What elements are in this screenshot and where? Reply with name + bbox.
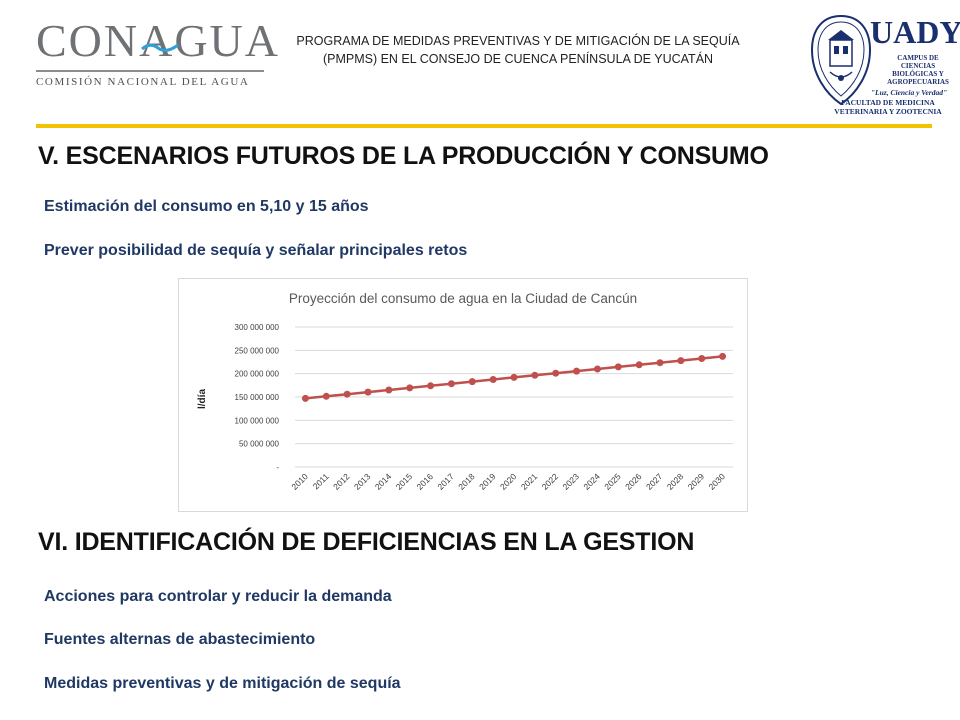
x-tick-label: 2014	[373, 471, 394, 492]
data-point	[698, 355, 706, 362]
faculty-line-1: FACULTAD DE MEDICINA	[841, 98, 935, 107]
chart-canvas: Proyección del consumo de agua en la Ciu…	[197, 291, 733, 492]
section-6-bullet-2: Fuentes alternas de abastecimiento	[44, 631, 316, 648]
section-6-bullet-3: Medidas preventivas y de mitigación de s…	[44, 675, 401, 692]
x-tick-label: 2020	[498, 471, 519, 492]
campus-line-3: BIOLÓGICAS Y	[892, 70, 944, 78]
conagua-subtitle: COMISIÓN NACIONAL DEL AGUA	[36, 76, 250, 88]
program-title-line1: PROGRAMA DE MEDIDAS PREVENTIVAS Y DE MIT…	[296, 34, 740, 48]
uady-faculty-text: FACULTAD DE MEDICINA VETERINARIA Y ZOOTE…	[824, 98, 952, 116]
section-5-bullet-2: Prever posibilidad de sequía y señalar p…	[44, 242, 468, 259]
data-point	[677, 357, 685, 365]
uady-wordmark: UADY	[870, 14, 960, 50]
x-tick-label: 2012	[331, 471, 352, 492]
header-divider	[36, 124, 932, 128]
section-5-heading: V. ESCENARIOS FUTUROS DE LA PRODUCCIÓN Y…	[38, 142, 769, 170]
wave-icon	[141, 43, 179, 52]
chart-title: Proyección del consumo de agua en la Ciu…	[289, 291, 637, 306]
data-point	[322, 392, 330, 400]
data-point	[531, 371, 539, 379]
data-point	[614, 363, 622, 371]
data-point	[447, 380, 455, 388]
x-tick-label: 2027	[644, 471, 665, 492]
x-tick-label: 2030	[707, 471, 728, 492]
data-point	[593, 365, 601, 373]
y-tick-label: 200 000 000	[235, 370, 280, 379]
data-point	[573, 367, 581, 375]
uady-logo: UADY CAMPUS DE CIENCIAS BIOLÓGICAS Y AGR…	[808, 12, 960, 122]
campus-line-4: AGROPECUARIAS	[887, 78, 949, 86]
data-point	[656, 359, 664, 367]
logo-divider	[36, 70, 264, 72]
y-tick-label: -	[276, 463, 279, 472]
data-point	[552, 369, 560, 377]
chart-gridlines	[295, 326, 733, 468]
x-tick-label: 2029	[686, 471, 707, 492]
section-5-bullet-1: Estimación del consumo en 5,10 y 15 años	[44, 198, 369, 215]
x-tick-label: 2018	[456, 471, 477, 492]
data-point	[385, 386, 393, 394]
section-6-bullet-1: Acciones para controlar y reducir la dem…	[44, 588, 392, 605]
conagua-wordmark: CONAGUA	[36, 15, 280, 66]
conagua-logo: CONAGUA COMISIÓN NACIONAL DEL AGUA	[36, 18, 278, 88]
program-title-line2: (PMPMS) EN EL CONSEJO DE CUENCA PENÍNSUL…	[322, 52, 714, 66]
campus-line-1: CAMPUS DE	[897, 54, 939, 62]
data-point	[489, 376, 497, 383]
uady-motto: "Luz, Ciencia y Verdad"	[870, 88, 948, 97]
x-tick-label: 2013	[352, 471, 373, 492]
data-point	[510, 373, 518, 381]
data-point	[635, 361, 643, 369]
chart-y-axis-label: l/día	[197, 389, 208, 409]
x-tick-label: 2025	[602, 471, 623, 492]
chart-series	[301, 352, 727, 402]
chart-x-ticks: 2010 2011 2012 2013 2014 2015 2016 2017 2018 2019…	[289, 471, 727, 492]
uady-campus-text: CAMPUS DE CIENCIAS BIOLÓGICAS Y AGROPECU…	[884, 54, 952, 86]
consumption-projection-chart: Proyección del consumo de agua en la Ciu…	[178, 278, 748, 512]
x-tick-label: 2021	[519, 471, 540, 492]
x-tick-label: 2028	[665, 471, 686, 492]
x-tick-label: 2026	[623, 471, 644, 492]
y-tick-label: 150 000 000	[235, 393, 280, 402]
x-tick-label: 2022	[540, 471, 561, 492]
x-tick-label: 2016	[415, 471, 436, 492]
y-tick-label: 250 000 000	[235, 346, 280, 355]
data-point	[343, 390, 351, 398]
x-tick-label: 2010	[289, 471, 310, 492]
y-tick-label: 100 000 000	[235, 416, 280, 425]
data-point	[427, 382, 435, 390]
data-point	[406, 384, 414, 392]
y-tick-label: 300 000 000	[235, 323, 280, 332]
campus-line-2: CIENCIAS	[900, 62, 936, 70]
data-point	[364, 388, 372, 396]
x-tick-label: 2011	[311, 471, 331, 491]
data-point	[301, 394, 309, 402]
y-tick-label: 50 000 000	[239, 440, 280, 449]
university-seal-icon	[810, 14, 872, 106]
data-point	[719, 352, 727, 360]
x-tick-label: 2019	[477, 471, 498, 492]
program-title: PROGRAMA DE MEDIDAS PREVENTIVAS Y DE MIT…	[268, 32, 768, 68]
x-tick-label: 2023	[561, 471, 582, 492]
chart-y-ticks: - 50 000 000 100 000 000 150 000 000 200 000…	[235, 323, 280, 472]
section-6-heading: VI. IDENTIFICACIÓN DE DEFICIENCIAS EN LA…	[38, 528, 695, 556]
faculty-line-2: VETERINARIA Y ZOOTECNIA	[834, 107, 942, 116]
x-tick-label: 2017	[435, 471, 456, 492]
data-point	[468, 378, 476, 386]
x-tick-label: 2015	[394, 471, 415, 492]
x-tick-label: 2024	[581, 471, 602, 492]
